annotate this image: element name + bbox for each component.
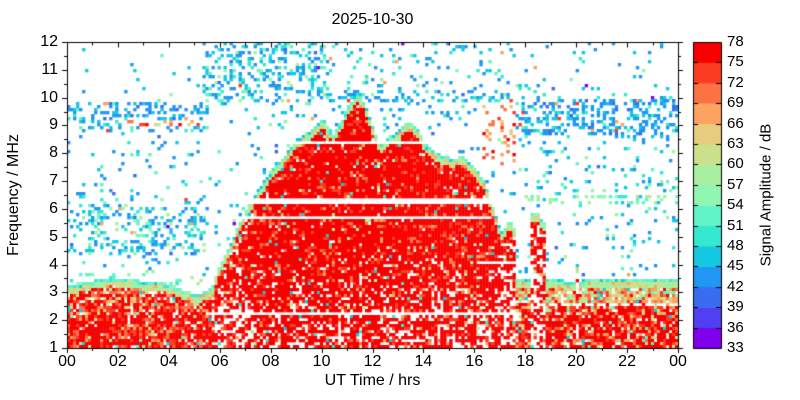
colorbar-tick-label: 63: [727, 135, 744, 152]
x-axis-label: UT Time / hrs: [324, 372, 421, 389]
x-tick-label: 00: [58, 353, 76, 370]
x-tick-label: 06: [210, 353, 229, 370]
colorbar-tick-label: 33: [727, 339, 744, 356]
colorbar-tick-label: 78: [727, 33, 744, 50]
x-tick-label: 08: [261, 353, 280, 370]
colorbar-tick-label: 36: [727, 318, 744, 336]
colorbar-tick-label: 45: [727, 257, 744, 275]
x-tick-label: 14: [414, 353, 433, 370]
y-tick-label: 3: [49, 283, 58, 301]
x-tick-label: 00: [669, 353, 687, 370]
colorbar-tick-label: 48: [727, 237, 744, 254]
colorbar-tick-label: 69: [727, 94, 744, 112]
x-tick-label: 02: [109, 353, 127, 370]
colorbar-tick-label: 66: [727, 114, 744, 132]
y-tick-label: 11: [41, 60, 58, 78]
colorbar-tick-label: 57: [727, 175, 744, 193]
colorbar-tick-label: 39: [727, 298, 744, 316]
x-tick-label: 20: [567, 353, 586, 370]
x-tick-label: 12: [363, 353, 382, 370]
y-tick-label: 10: [40, 88, 58, 106]
x-tick-label: 10: [312, 353, 331, 370]
colorbar-tick-label: 60: [727, 155, 744, 173]
x-tick-label: 16: [465, 353, 484, 370]
y-tick-label: 1: [49, 339, 58, 356]
y-tick-label: 8: [49, 144, 58, 162]
x-tick-label: 04: [159, 353, 178, 370]
colorbar-tick-label: 72: [727, 73, 744, 91]
y-tick-label: 5: [49, 227, 58, 245]
y-tick-label: 6: [49, 199, 58, 217]
colorbar-tick-label: 75: [727, 53, 744, 71]
colorbar-tick-label: 42: [727, 277, 744, 295]
colorbar-tick-label: 51: [727, 216, 744, 234]
chart-title: 2025-10-30: [331, 11, 414, 28]
y-tick-label: 4: [49, 255, 58, 273]
x-tick-label: 18: [516, 353, 535, 370]
colorbar-tick-label: 54: [727, 196, 744, 214]
y-tick-label: 2: [49, 311, 58, 329]
y-tick-label: 12: [40, 33, 58, 50]
y-tick-label: 9: [49, 116, 58, 134]
y-tick-label: 7: [49, 172, 58, 190]
x-tick-label: 22: [618, 353, 636, 370]
